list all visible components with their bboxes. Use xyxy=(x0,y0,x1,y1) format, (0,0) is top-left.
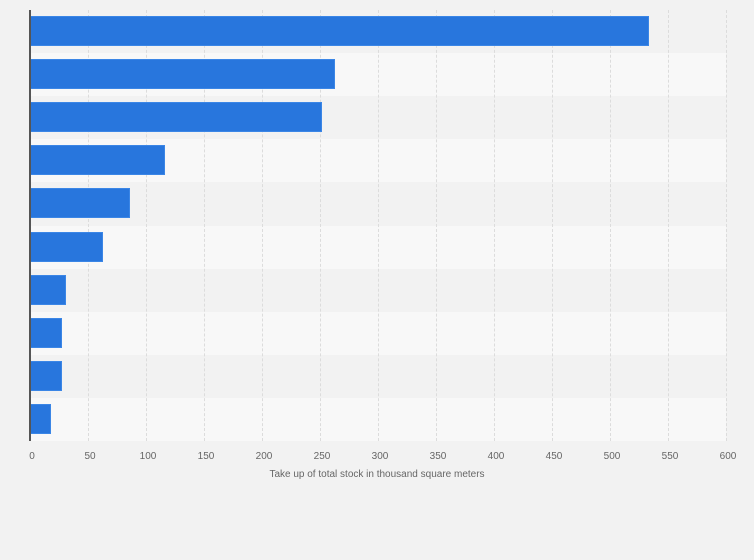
x-tick-label: 450 xyxy=(545,451,563,462)
x-tick-label: 500 xyxy=(603,451,621,462)
x-tick-label: 0 xyxy=(29,451,35,462)
bar[interactable] xyxy=(30,231,104,262)
bar[interactable] xyxy=(30,59,336,90)
x-tick-label: 300 xyxy=(371,451,389,462)
x-tick-label: 200 xyxy=(255,451,273,462)
gridline xyxy=(378,10,379,441)
gridline xyxy=(494,10,495,441)
x-tick-label: 400 xyxy=(487,451,505,462)
plot-area xyxy=(30,10,727,441)
bar[interactable] xyxy=(30,360,62,391)
x-tick-label: 350 xyxy=(429,451,447,462)
x-tick-label: 250 xyxy=(313,451,331,462)
bar[interactable] xyxy=(30,188,130,219)
bar[interactable] xyxy=(30,274,66,305)
x-tick-label: 550 xyxy=(661,451,679,462)
gridline xyxy=(726,10,727,441)
bar[interactable] xyxy=(30,145,165,176)
bar[interactable] xyxy=(30,403,51,434)
gridline xyxy=(552,10,553,441)
x-tick-label: 50 xyxy=(84,451,96,462)
x-tick-label: 600 xyxy=(719,451,737,462)
gridline xyxy=(146,10,147,441)
x-axis-label: Take up of total stock in thousand squar… xyxy=(269,469,485,480)
gridline xyxy=(88,10,89,441)
bar[interactable] xyxy=(30,317,63,348)
gridline xyxy=(610,10,611,441)
bar[interactable] xyxy=(30,102,323,133)
x-tick-label: 150 xyxy=(197,451,215,462)
x-tick-label: 100 xyxy=(139,451,157,462)
gridline xyxy=(204,10,205,441)
y-axis-line xyxy=(29,10,31,441)
gridline xyxy=(262,10,263,441)
bar[interactable] xyxy=(30,16,650,46)
gridline xyxy=(436,10,437,441)
gridline xyxy=(668,10,669,441)
gridline xyxy=(320,10,321,441)
